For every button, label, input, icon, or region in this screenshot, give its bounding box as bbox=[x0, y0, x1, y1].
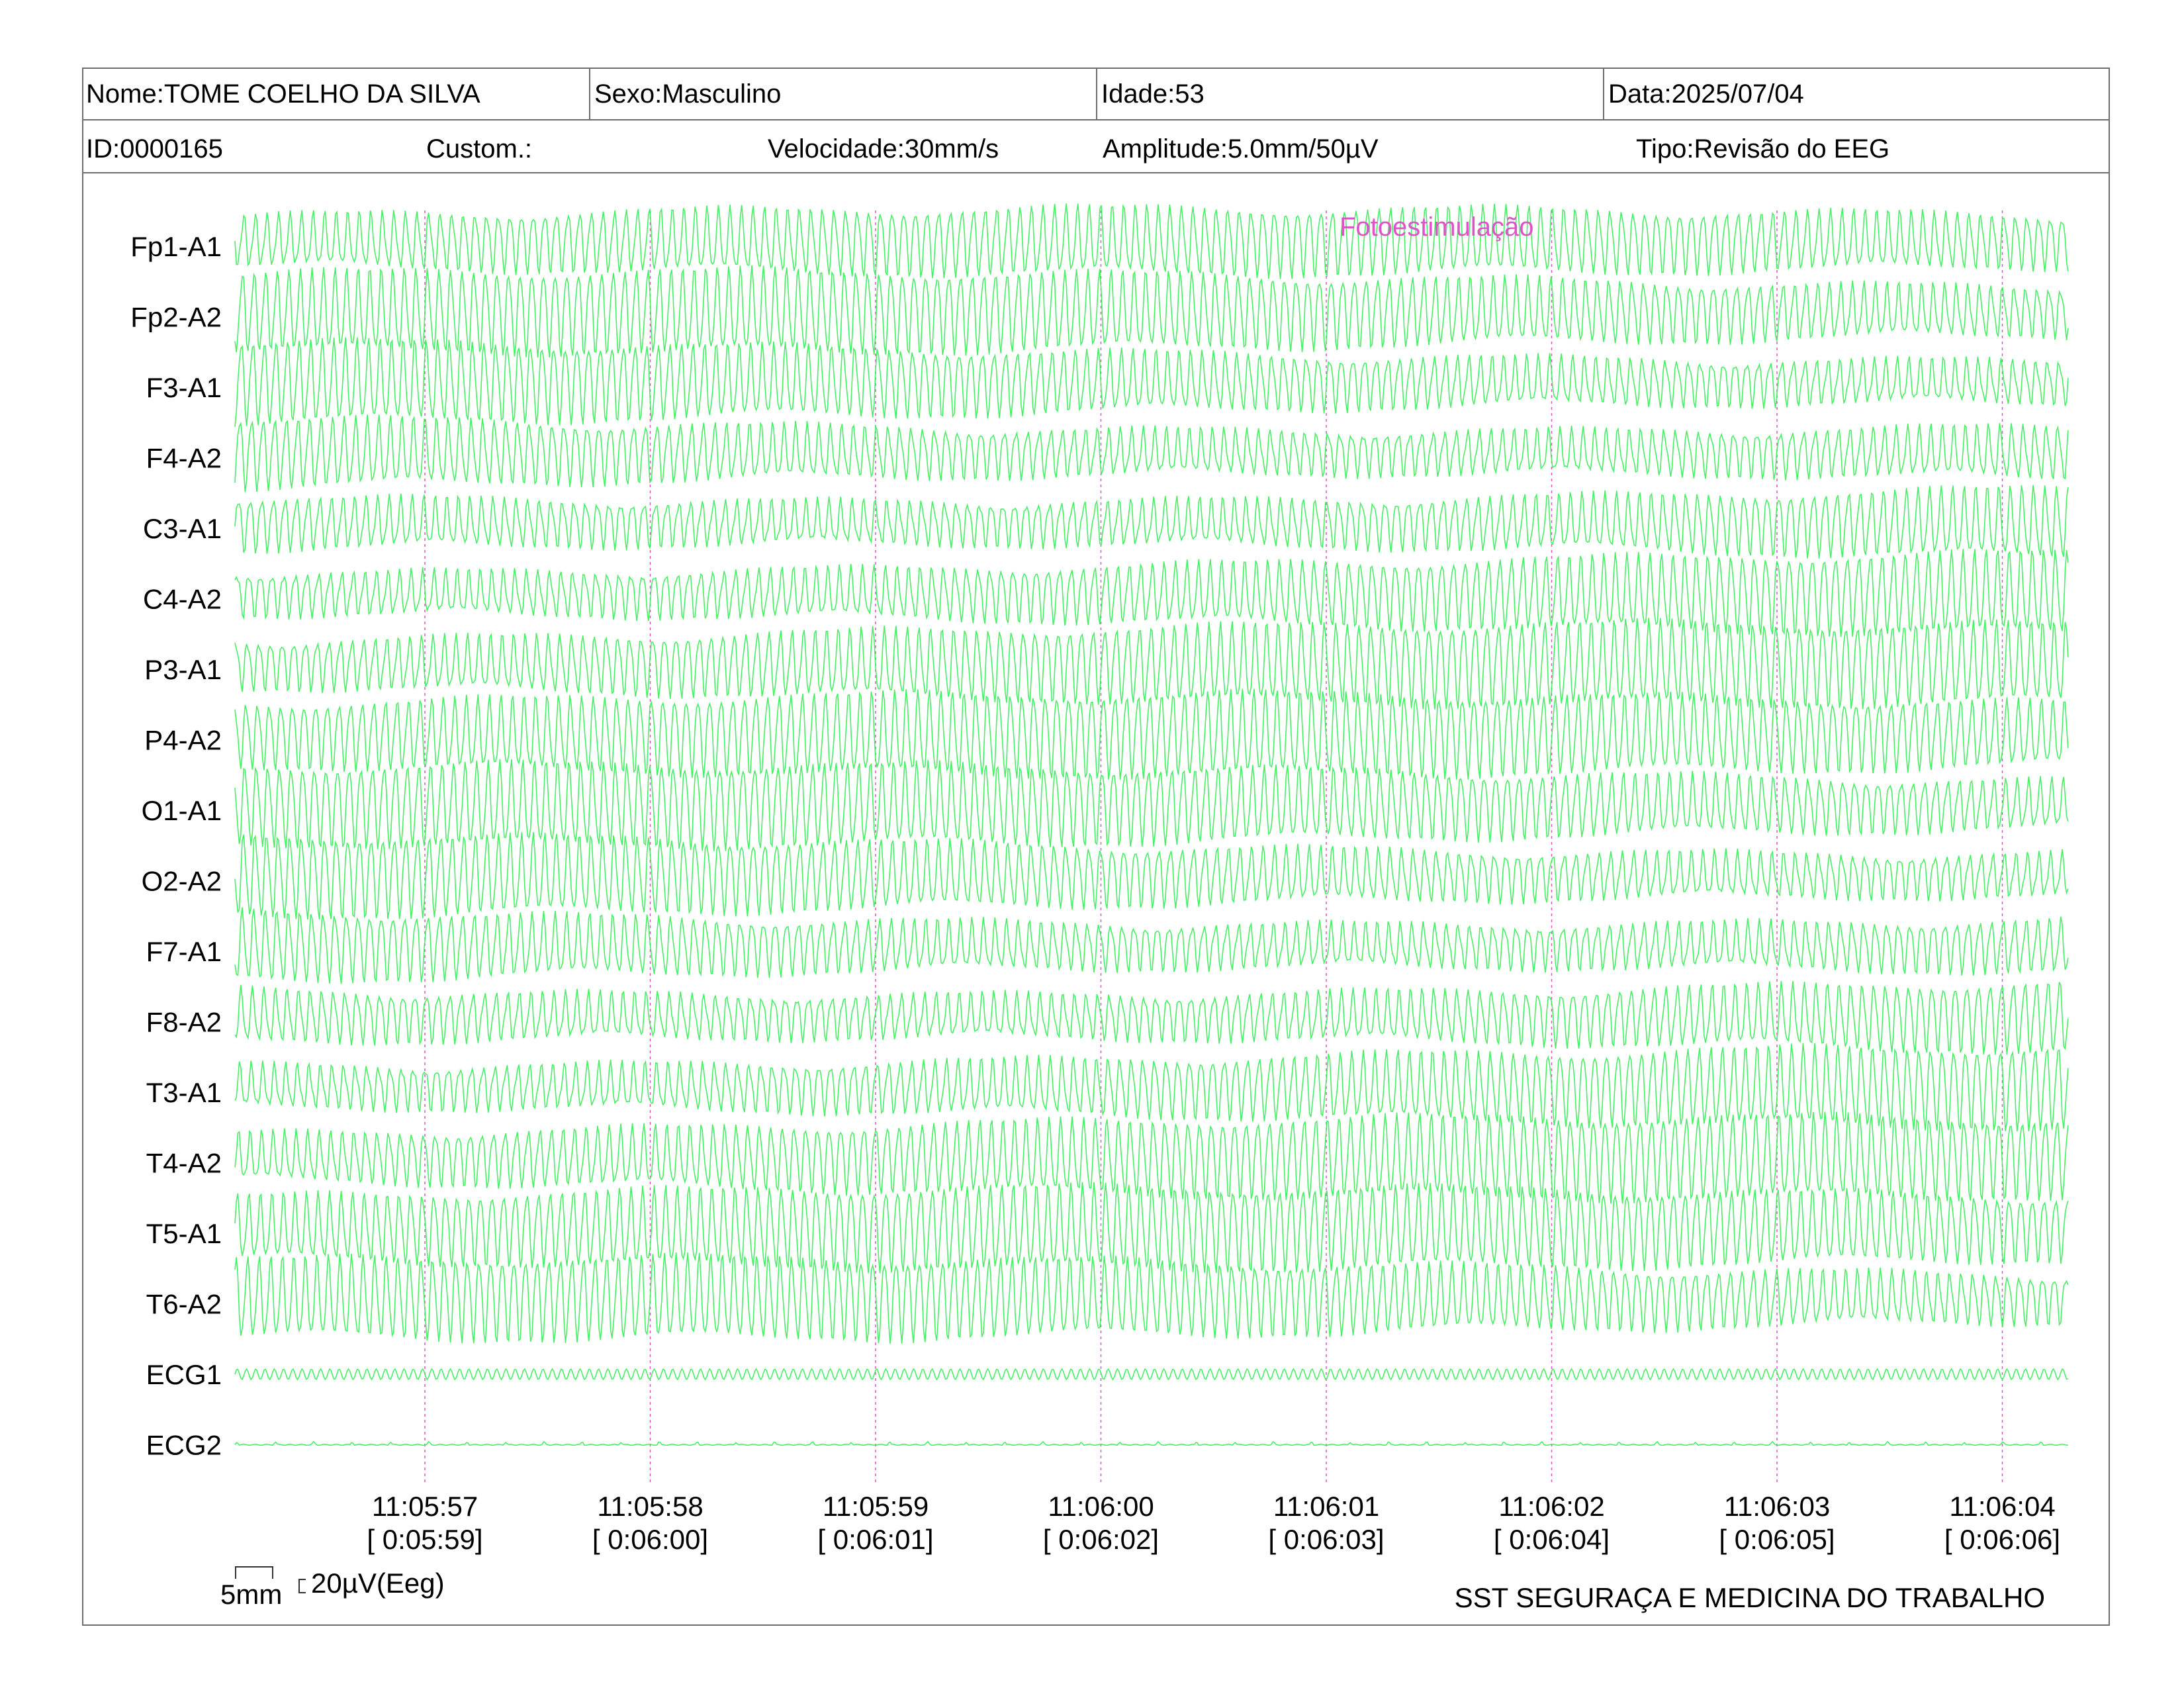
trace-t4-a2 bbox=[234, 1111, 2069, 1204]
custom-field: Custom.: bbox=[426, 134, 533, 164]
tick-time-7: 11:06:04 bbox=[1949, 1491, 2055, 1522]
trace-c4-a2 bbox=[234, 549, 2069, 637]
time-scale-bracket bbox=[235, 1566, 273, 1579]
header-row-exam: ID:0000165 Custom.: Velocidade:30mm/s Am… bbox=[82, 120, 2110, 173]
trace-t6-a2 bbox=[234, 1252, 2069, 1344]
channel-label-p3-a1: P3-A1 bbox=[144, 654, 222, 685]
channel-label-ecg2: ECG2 bbox=[146, 1430, 222, 1461]
scale-bar bbox=[235, 1566, 306, 1593]
channel-label-t4-a2: T4-A2 bbox=[146, 1148, 222, 1179]
trace-p4-a2 bbox=[234, 688, 2069, 780]
amplitude-scale-label: 20µV(Eeg) bbox=[311, 1568, 445, 1599]
event-markers: Fotoestimulação bbox=[1340, 212, 1533, 242]
tick-time-2: 11:05:59 bbox=[823, 1491, 929, 1522]
tick-elapsed-3: [ 0:06:02] bbox=[1043, 1524, 1159, 1555]
tick-elapsed-0: [ 0:05:59] bbox=[367, 1524, 482, 1555]
tick-time-1: 11:05:58 bbox=[597, 1491, 703, 1522]
eeg-traces bbox=[234, 203, 2069, 1446]
channel-label-fp1-a1: Fp1-A1 bbox=[130, 231, 222, 262]
channel-label-f4-a2: F4-A2 bbox=[146, 443, 222, 474]
tick-elapsed-2: [ 0:06:01] bbox=[817, 1524, 933, 1555]
trace-f3-a1 bbox=[234, 337, 2069, 427]
amp-scale-bracket bbox=[298, 1579, 306, 1593]
trace-o2-a2 bbox=[234, 831, 2069, 920]
trace-f7-a1 bbox=[234, 907, 2069, 984]
trace-t5-a1 bbox=[234, 1182, 2069, 1274]
patient-id: ID:0000165 bbox=[86, 134, 223, 164]
tick-elapsed-5: [ 0:06:04] bbox=[1494, 1524, 1610, 1555]
tick-time-0: 11:05:57 bbox=[372, 1491, 478, 1522]
patient-age: Idade:53 bbox=[1096, 68, 1603, 119]
tick-time-5: 11:06:02 bbox=[1498, 1491, 1604, 1522]
amplitude-setting: Amplitude:5.0mm/50µV bbox=[1103, 134, 1379, 164]
channel-label-c4-a2: C4-A2 bbox=[143, 584, 222, 615]
patient-sex: Sexo:Masculino bbox=[589, 68, 1096, 119]
channel-label-o1-a1: O1-A1 bbox=[142, 795, 222, 826]
tick-time-6: 11:06:03 bbox=[1724, 1491, 1830, 1522]
tick-time-3: 11:06:00 bbox=[1048, 1491, 1154, 1522]
clinic-name: SST SEGURAÇA E MEDICINA DO TRABALHO bbox=[1454, 1582, 2045, 1613]
trace-p3-a1 bbox=[234, 618, 2069, 710]
trace-fp1-a1 bbox=[234, 203, 2069, 279]
trace-o1-a1 bbox=[234, 759, 2069, 851]
channel-label-f3-a1: F3-A1 bbox=[146, 372, 222, 403]
trace-ecg2 bbox=[234, 1440, 2068, 1446]
channel-label-f7-a1: F7-A1 bbox=[146, 936, 222, 967]
trace-t3-a1 bbox=[234, 1043, 2069, 1132]
paper-speed: Velocidade:30mm/s bbox=[768, 134, 999, 164]
channel-label-t6-a2: T6-A2 bbox=[146, 1289, 222, 1320]
channel-label-o2-a2: O2-A2 bbox=[142, 866, 222, 897]
channel-label-f8-a2: F8-A2 bbox=[146, 1007, 222, 1038]
channel-labels: Fp1-A1 Fp2-A2 F3-A1 F4-A2 C3-A1 C4-A2 P3-A1 P4-… bbox=[130, 231, 222, 1461]
channel-label-ecg1: ECG1 bbox=[146, 1359, 222, 1390]
tick-elapsed-4: [ 0:06:03] bbox=[1268, 1524, 1384, 1555]
header-row-patient: Nome:TOME COELHO DA SILVA Sexo:Masculino… bbox=[82, 68, 2110, 120]
event-marker-0: Fotoestimulação bbox=[1340, 212, 1533, 242]
channel-label-c3-a1: C3-A1 bbox=[143, 513, 222, 544]
tick-elapsed-6: [ 0:06:05] bbox=[1719, 1524, 1835, 1555]
patient-name: Nome:TOME COELHO DA SILVA bbox=[86, 79, 480, 109]
exam-date: Data:2025/07/04 bbox=[1603, 68, 2110, 119]
channel-label-t3-a1: T3-A1 bbox=[146, 1077, 222, 1108]
channel-label-fp2-a2: Fp2-A2 bbox=[130, 302, 222, 333]
channel-label-t5-a1: T5-A1 bbox=[146, 1218, 222, 1249]
trace-ecg1 bbox=[234, 1368, 2069, 1381]
trace-c3-a1 bbox=[234, 485, 2069, 559]
exam-type: Tipo:Revisão do EEG bbox=[1636, 134, 1890, 164]
tick-time-4: 11:06:01 bbox=[1273, 1491, 1379, 1522]
tick-elapsed-7: [ 0:06:06] bbox=[1944, 1524, 2060, 1555]
trace-f8-a2 bbox=[234, 980, 2069, 1055]
time-axis: 11:05:57[ 0:05:59] 11:05:58[ 0:06:00] 11:0… bbox=[367, 1491, 2060, 1555]
trace-f4-a2 bbox=[234, 414, 2069, 492]
channel-label-p4-a2: P4-A2 bbox=[144, 725, 222, 756]
tick-elapsed-1: [ 0:06:00] bbox=[592, 1524, 708, 1555]
time-scale-label: 5mm bbox=[220, 1579, 283, 1610]
trace-fp2-a2 bbox=[234, 265, 2069, 358]
